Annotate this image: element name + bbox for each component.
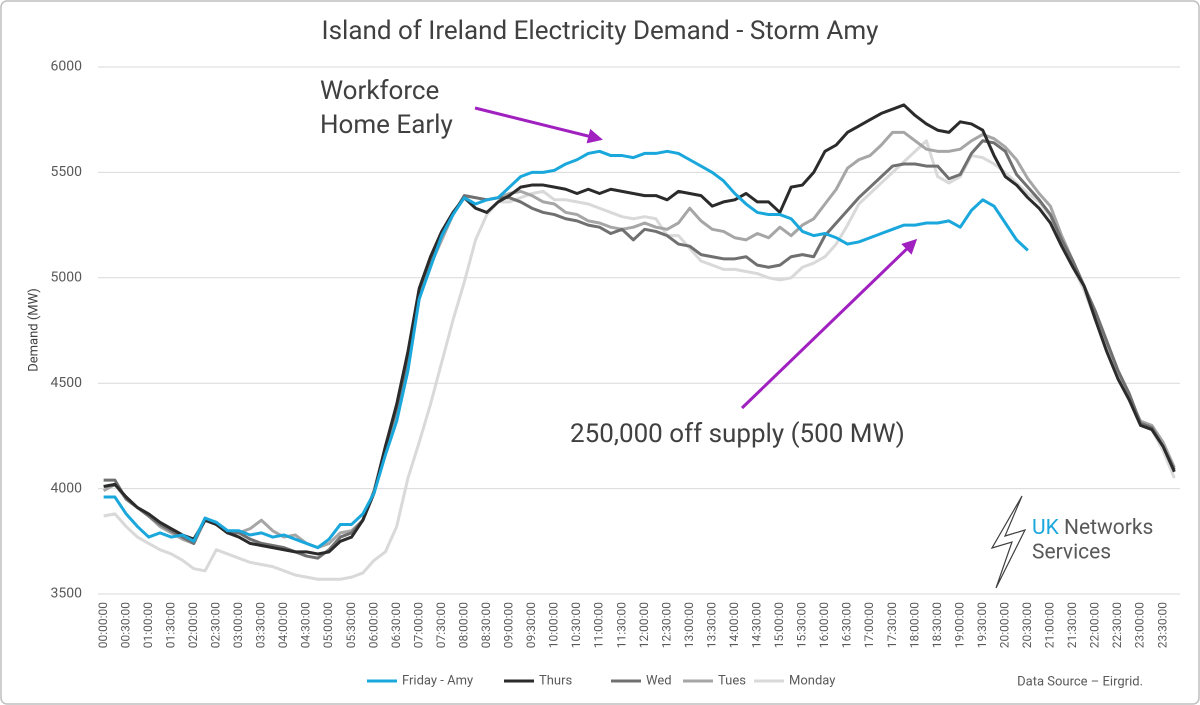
legend-label: Monday: [789, 673, 835, 688]
x-tick-label: 07:00:00: [411, 602, 425, 649]
series-line: [103, 103, 1176, 556]
x-tick-label: 06:00:00: [366, 602, 380, 649]
series-line: [103, 149, 1029, 550]
legend-label: Wed: [646, 673, 672, 688]
x-tick-label: 04:30:00: [299, 602, 313, 649]
x-tick-label: 14:30:00: [750, 602, 764, 649]
y-tick-label: 6000: [51, 59, 83, 75]
source: Data Source – Eirgrid.: [1017, 674, 1143, 689]
x-tick-label: 02:30:00: [209, 602, 223, 649]
arrow: [740, 238, 918, 410]
x-tick-label: 15:00:00: [772, 602, 786, 649]
legend-label: Thurs: [539, 673, 572, 688]
annotation: Workforce: [320, 76, 439, 106]
arrow: [474, 106, 603, 144]
legend-label: Tues: [718, 673, 746, 688]
logo-bolt: [990, 495, 1027, 589]
y-tick-label: 4000: [51, 480, 83, 496]
annotation: 250,000 off supply (500 MW): [570, 419, 905, 449]
x-tick-label: 08:00:00: [456, 602, 470, 649]
logo-services: Services: [1032, 541, 1111, 565]
series-line: [103, 139, 1176, 581]
x-tick-label: 18:00:00: [907, 602, 921, 649]
x-tick-label: 22:30:00: [1110, 602, 1124, 649]
x-tick-label: 10:30:00: [569, 602, 583, 649]
x-tick-label: 02:00:00: [186, 602, 200, 649]
x-tick-label: 21:30:00: [1065, 602, 1079, 649]
x-tick-label: 11:00:00: [592, 602, 606, 649]
x-tick-label: 03:00:00: [231, 602, 245, 649]
series-line: [103, 139, 1176, 560]
x-tick-label: 08:30:00: [479, 602, 493, 649]
x-tick-label: 01:30:00: [163, 602, 177, 649]
x-tick-label: 09:00:00: [502, 602, 516, 649]
lines: [102, 103, 1176, 581]
x-tick-label: 18:30:00: [930, 602, 944, 649]
logo-text: UK Networks: [1032, 516, 1153, 540]
x-tick-label: 06:30:00: [389, 602, 403, 649]
x-tick-label: 10:00:00: [547, 602, 561, 649]
x-tick-label: 11:30:00: [614, 602, 628, 649]
x-tick-label: 15:30:00: [795, 602, 809, 649]
x-tick-label: 19:30:00: [975, 602, 989, 649]
logo-uk: UK: [1032, 516, 1060, 540]
x-tick-label: 04:00:00: [276, 602, 290, 649]
y-tick-label: 5500: [51, 164, 83, 180]
x-tick-label: 14:00:00: [727, 602, 741, 649]
x-tick-label: 16:30:00: [840, 602, 854, 649]
x-tick-label: 05:30:00: [344, 602, 358, 649]
x-tick-label: 12:00:00: [637, 602, 651, 649]
x-tick-label: 12:30:00: [659, 602, 673, 649]
legend: Friday - Amy Thurs Wed Tues Monday: [367, 673, 835, 688]
chart-title: Island of Ireland Electricity Demand - S…: [322, 16, 879, 46]
y-axis-label: Demand (MW): [26, 288, 41, 372]
x-tick-label: 00:00:00: [96, 602, 110, 649]
x-tick-label: 20:30:00: [1020, 602, 1034, 649]
x-tick-label: 00:30:00: [118, 602, 132, 649]
y-tick-label: 3500: [51, 586, 83, 602]
grid: 3500 4000 4500 5000 5500 6000 00:00:00 00:30:00…: [51, 59, 1180, 649]
x-tick-label: 09:30:00: [524, 602, 538, 649]
x-tick-label: 01:00:00: [141, 602, 155, 649]
logo-networks: Networks: [1064, 516, 1153, 540]
x-tick-label: 07:30:00: [434, 602, 448, 649]
x-tick-label: 03:30:00: [254, 602, 268, 649]
x-tick-label: 17:00:00: [862, 602, 876, 649]
x-tick-label: 20:00:00: [997, 602, 1011, 649]
x-tick-label: 13:30:00: [704, 602, 718, 649]
x-tick-label: 19:00:00: [952, 602, 966, 649]
x-tick-label: 16:00:00: [817, 602, 831, 649]
y-tick-label: 5000: [51, 270, 83, 286]
legend-label: Friday - Amy: [402, 673, 473, 688]
x-tick-label: 17:30:00: [885, 602, 899, 649]
y-tick-label: 4500: [51, 375, 83, 391]
x-tick-label: 13:00:00: [682, 602, 696, 649]
x-tick-label: 22:00:00: [1088, 602, 1102, 649]
x-tick-label: 23:00:00: [1133, 602, 1147, 649]
x-tick-label: 21:00:00: [1043, 602, 1057, 649]
x-tick-label: 05:00:00: [321, 602, 335, 649]
x-tick-label: 23:30:00: [1155, 602, 1169, 649]
annotation: Home Early: [320, 110, 453, 140]
